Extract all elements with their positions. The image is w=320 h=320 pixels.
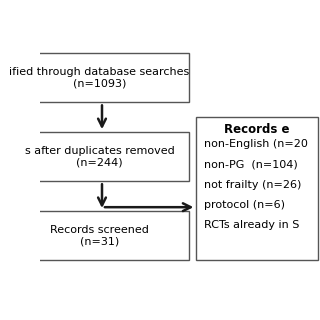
- Text: s after duplicates removed
(n=244): s after duplicates removed (n=244): [25, 146, 174, 167]
- Text: ified through database searches
(n=1093): ified through database searches (n=1093): [9, 67, 190, 89]
- FancyBboxPatch shape: [10, 53, 189, 102]
- Text: not frailty (n=26): not frailty (n=26): [204, 180, 301, 190]
- Text: non-PG  (n=104): non-PG (n=104): [204, 160, 297, 170]
- FancyBboxPatch shape: [10, 132, 189, 181]
- Text: RCTs already in S: RCTs already in S: [204, 220, 299, 230]
- Text: non-English (n=20: non-English (n=20: [204, 139, 308, 149]
- FancyBboxPatch shape: [10, 211, 189, 260]
- Text: Records e: Records e: [224, 123, 290, 136]
- Text: Records screened
(n=31): Records screened (n=31): [50, 225, 149, 246]
- Text: protocol (n=6): protocol (n=6): [204, 200, 285, 210]
- FancyBboxPatch shape: [196, 117, 318, 260]
